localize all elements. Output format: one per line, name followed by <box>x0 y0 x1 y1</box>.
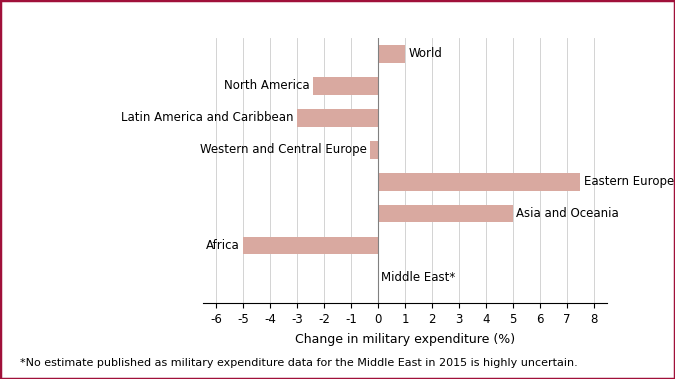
Bar <box>297 109 378 127</box>
Text: North America: North America <box>224 79 310 92</box>
Bar <box>378 205 513 222</box>
Bar <box>243 237 378 254</box>
Bar <box>378 173 580 191</box>
Text: Eastern Europe: Eastern Europe <box>584 175 674 188</box>
Bar <box>378 45 405 63</box>
X-axis label: Change in military expenditure (%): Change in military expenditure (%) <box>295 333 515 346</box>
Text: Middle East*: Middle East* <box>381 271 456 284</box>
Bar <box>313 77 378 95</box>
Text: Africa: Africa <box>206 239 240 252</box>
Text: Latin America and Caribbean: Latin America and Caribbean <box>122 111 294 124</box>
Bar <box>370 141 378 158</box>
Text: Asia and Oceania: Asia and Oceania <box>516 207 619 220</box>
Text: World: World <box>408 47 442 60</box>
Text: *No estimate published as military expenditure data for the Middle East in 2015 : *No estimate published as military expen… <box>20 358 578 368</box>
Text: Western and Central Europe: Western and Central Europe <box>200 143 367 156</box>
